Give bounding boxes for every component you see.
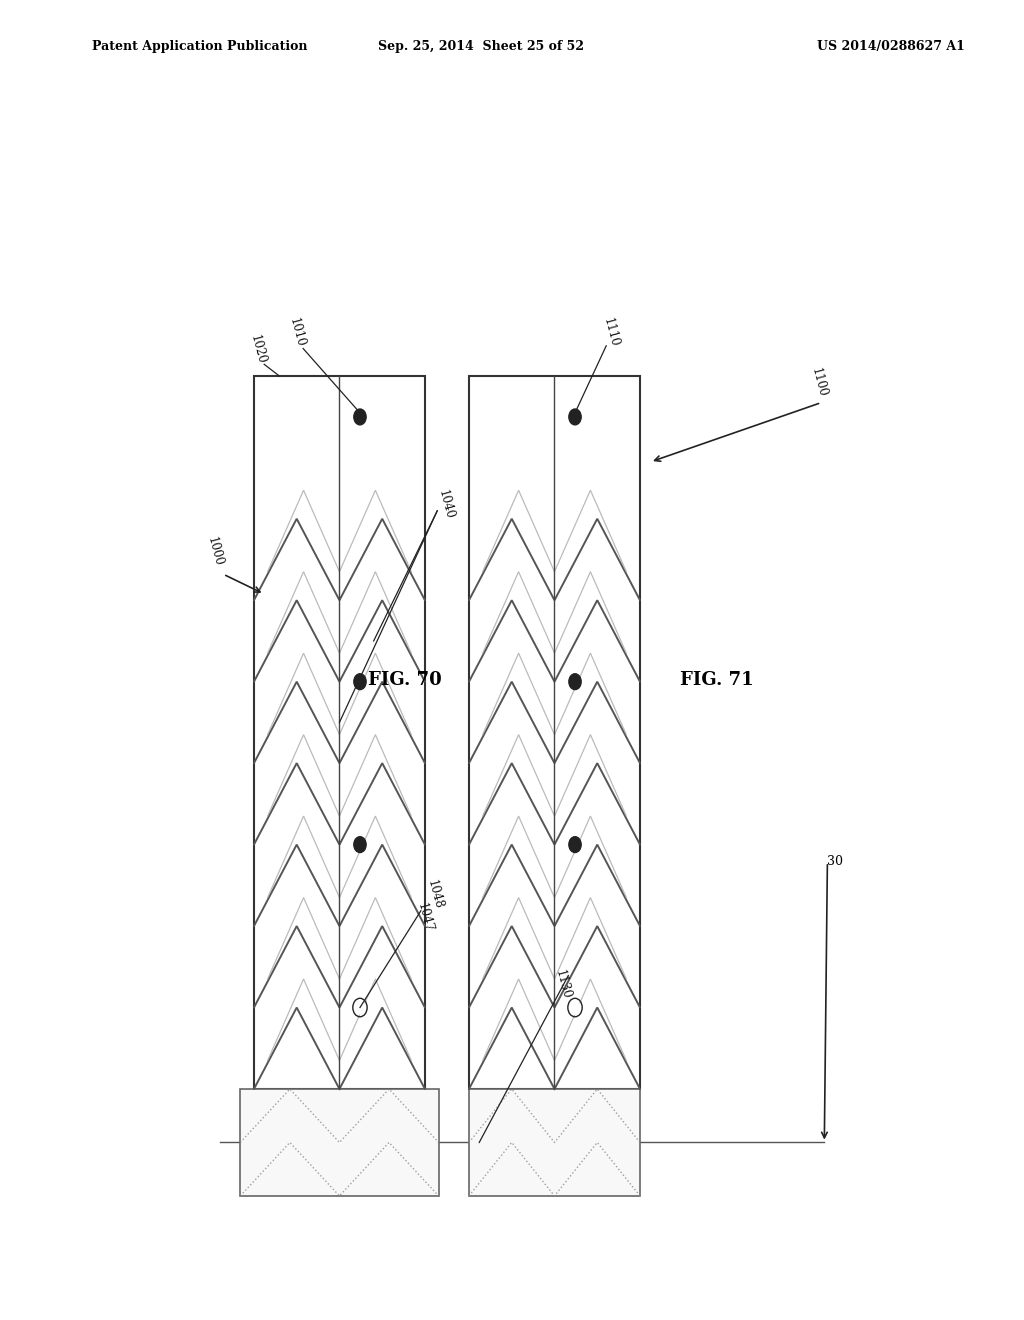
Text: 1110: 1110 bbox=[601, 317, 622, 348]
Text: 1100: 1100 bbox=[809, 367, 829, 399]
Text: FIG. 71: FIG. 71 bbox=[680, 671, 754, 689]
Text: 1010: 1010 bbox=[287, 317, 307, 348]
Circle shape bbox=[569, 673, 582, 689]
Bar bbox=[469, 376, 640, 1089]
Text: 1047: 1047 bbox=[415, 902, 435, 933]
Text: US 2014/0288627 A1: US 2014/0288627 A1 bbox=[817, 40, 965, 53]
Circle shape bbox=[355, 1001, 365, 1014]
Text: Patent Application Publication: Patent Application Publication bbox=[92, 40, 307, 53]
Circle shape bbox=[570, 1001, 580, 1014]
Circle shape bbox=[354, 409, 367, 425]
Bar bbox=[254, 376, 425, 1089]
Text: 1000: 1000 bbox=[205, 536, 225, 568]
Bar bbox=[241, 1089, 438, 1196]
Text: 1130: 1130 bbox=[553, 969, 573, 1001]
Text: 1040: 1040 bbox=[435, 488, 456, 520]
Text: 1020: 1020 bbox=[248, 334, 268, 366]
Text: 1048: 1048 bbox=[425, 879, 445, 911]
Circle shape bbox=[354, 673, 367, 689]
Text: FIG. 70: FIG. 70 bbox=[368, 671, 441, 689]
Text: Sep. 25, 2014  Sheet 25 of 52: Sep. 25, 2014 Sheet 25 of 52 bbox=[378, 40, 585, 53]
Circle shape bbox=[569, 409, 582, 425]
Text: 30: 30 bbox=[827, 855, 844, 869]
Circle shape bbox=[354, 837, 367, 853]
Circle shape bbox=[569, 837, 582, 853]
Bar bbox=[469, 1089, 640, 1196]
